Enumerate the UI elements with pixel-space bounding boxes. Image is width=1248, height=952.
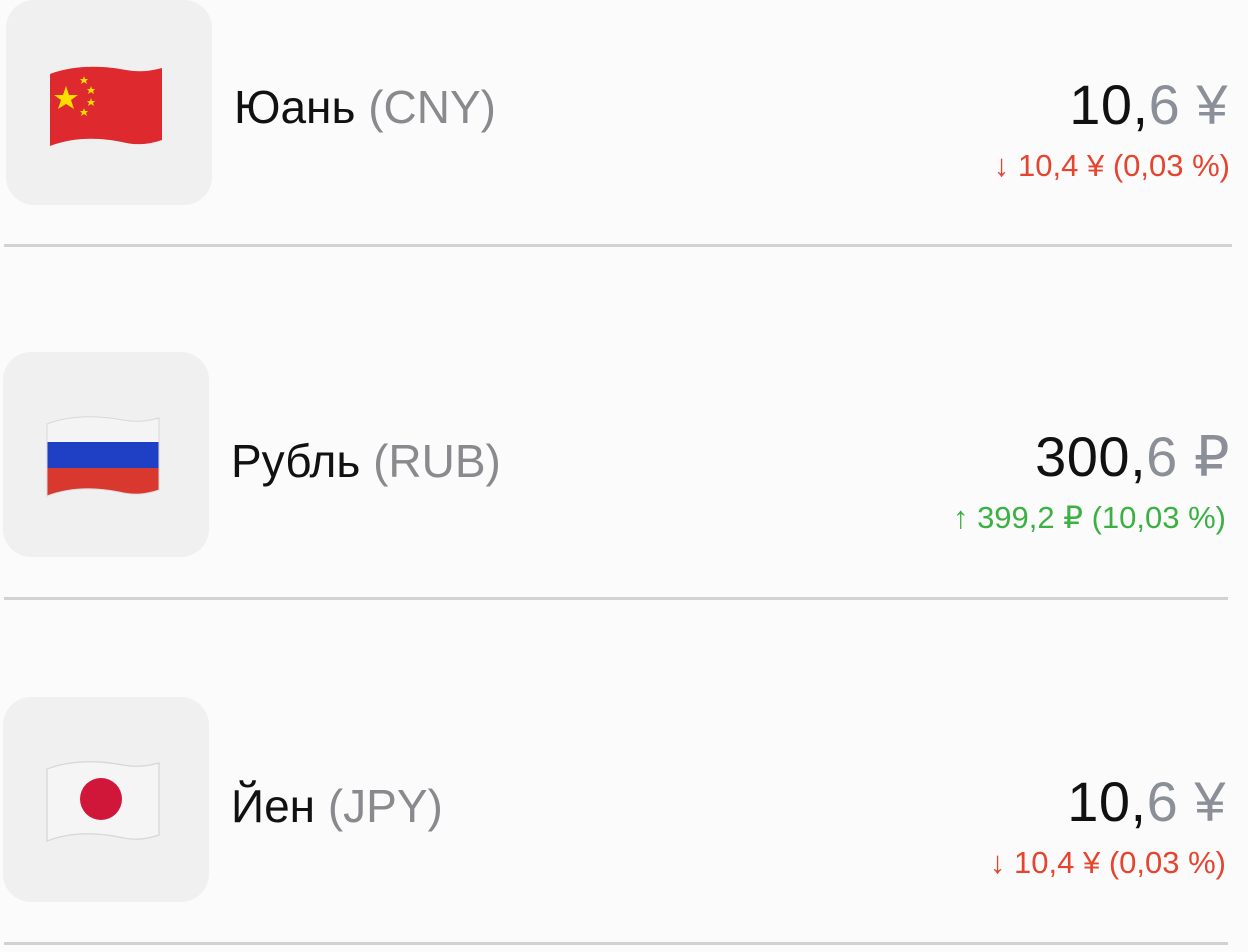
arrow-down-icon: ↓ bbox=[993, 148, 1010, 183]
currency-name: Рубль (RUB) bbox=[231, 434, 501, 488]
value-integer: 10, bbox=[1069, 73, 1149, 136]
china-flag-icon bbox=[50, 66, 162, 146]
currency-value: 10,6 ¥ bbox=[1069, 72, 1228, 137]
value-integer: 10, bbox=[1067, 770, 1147, 833]
arrow-down-icon: ↓ bbox=[989, 845, 1006, 880]
currency-name-label: Йен bbox=[231, 780, 316, 832]
change-text: 10,4 ¥ (0,03 %) bbox=[1018, 148, 1230, 183]
change-indicator: ↓ 10,4 ¥ (0,03 %) bbox=[990, 845, 1226, 881]
currency-code: (CNY) bbox=[368, 81, 496, 133]
currency-code: (JPY) bbox=[327, 780, 443, 832]
currency-value: 10,6 ¥ bbox=[1067, 769, 1226, 834]
value-integer: 300, bbox=[1035, 425, 1147, 488]
currency-value: 300,6 ₽ bbox=[1035, 424, 1230, 490]
flag-tile bbox=[6, 0, 212, 205]
change-text: 10,4 ¥ (0,03 %) bbox=[1014, 845, 1226, 880]
currency-name: Йен (JPY) bbox=[231, 779, 443, 833]
divider bbox=[4, 597, 1228, 600]
currency-name-label: Рубль bbox=[231, 435, 361, 487]
divider bbox=[4, 244, 1232, 247]
flag-tile bbox=[3, 697, 209, 902]
divider bbox=[4, 942, 1228, 945]
arrow-up-icon: ↑ bbox=[952, 500, 969, 535]
value-fraction: 6 bbox=[1148, 73, 1181, 136]
japan-flag-icon bbox=[46, 761, 160, 842]
change-indicator: ↑ 399,2 ₽ (10,03 %) bbox=[953, 500, 1226, 536]
change-indicator: ↓ 10,4 ¥ (0,03 %) bbox=[994, 148, 1230, 184]
value-fraction: 6 bbox=[1146, 770, 1179, 833]
currency-name-label: Юань bbox=[234, 81, 356, 133]
currency-name: Юань (CNY) bbox=[234, 80, 496, 134]
currency-code: (RUB) bbox=[373, 435, 501, 487]
currency-symbol: ₽ bbox=[1193, 425, 1230, 488]
currency-symbol: ¥ bbox=[1194, 770, 1226, 833]
change-text: 399,2 ₽ (10,03 %) bbox=[977, 500, 1226, 535]
currency-row-jpy[interactable]: Йен (JPY) 10,6 ¥ ↓ 10,4 ¥ (0,03 %) bbox=[0, 697, 1248, 947]
russia-flag-icon bbox=[46, 416, 160, 497]
currency-row-cny[interactable]: Юань (CNY) 10,6 ¥ ↓ 10,4 ¥ (0,03 %) bbox=[0, 0, 1248, 250]
flag-tile bbox=[3, 352, 209, 557]
currency-symbol: ¥ bbox=[1196, 73, 1228, 136]
currency-row-rub[interactable]: Рубль (RUB) 300,6 ₽ ↑ 399,2 ₽ (10,03 %) bbox=[0, 352, 1248, 602]
value-fraction: 6 bbox=[1146, 425, 1178, 488]
